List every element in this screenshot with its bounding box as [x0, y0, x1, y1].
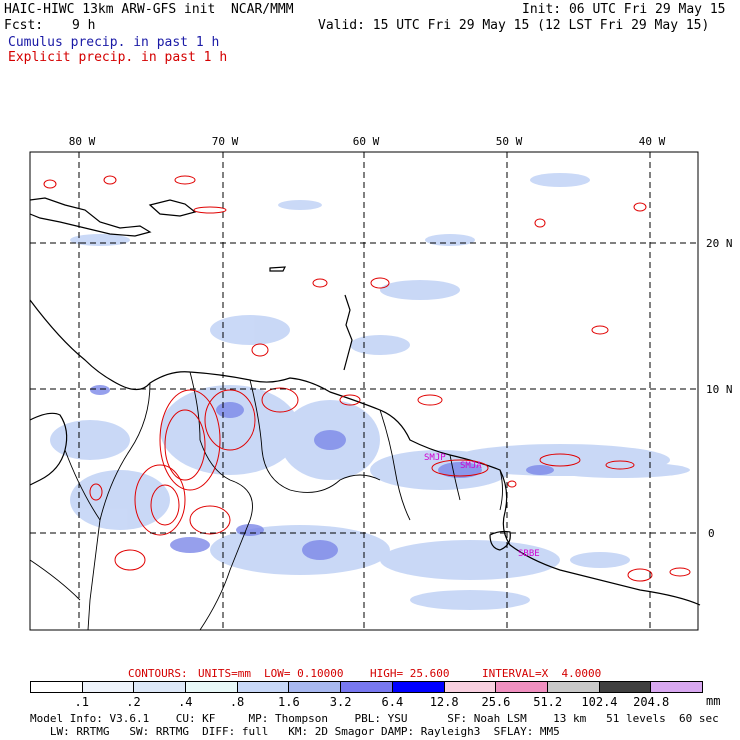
- valid-time: Valid: 15 UTC Fri 29 May 15 (12 LST Fri …: [318, 18, 710, 33]
- colorbar-label: 6.4: [381, 695, 404, 709]
- forecast-value: 9 h: [72, 18, 96, 33]
- graticule: [30, 152, 698, 630]
- longitude-labels: 80 W 70 W 60 W 50 W 40 W: [69, 135, 666, 148]
- lon-label: 60 W: [353, 135, 380, 148]
- colorbar-label: 3.2: [329, 695, 352, 709]
- colorbar-label: .2: [126, 695, 141, 709]
- colorbar-label: 12.8: [429, 695, 459, 709]
- contour-low: LOW= 0.10000: [264, 667, 344, 680]
- colorbar: [30, 681, 703, 693]
- colorbar-swatch: [547, 682, 600, 692]
- colorbar-swatch: [186, 682, 238, 692]
- colorbar-swatch: [392, 682, 445, 692]
- forecast-label: Fcst:: [4, 18, 44, 33]
- lon-label: 80 W: [69, 135, 96, 148]
- colorbar-label: 102.4: [581, 695, 618, 709]
- colorbar-swatch: [444, 682, 497, 692]
- colorbar-swatch: [496, 682, 548, 692]
- cumulus-precip-areas: [50, 173, 690, 610]
- colorbar-label: .4: [178, 695, 193, 709]
- lat-label: 10 N: [706, 383, 733, 396]
- lon-label: 40 W: [639, 135, 666, 148]
- explicit-precip-contours: [43, 175, 691, 582]
- cumulus-legend: Cumulus precip. in past 1 h: [8, 35, 220, 50]
- colorbar-label: .1: [74, 695, 89, 709]
- contour-interval: INTERVAL=X 4.0000: [482, 667, 602, 680]
- colorbar-label: 1.6: [278, 695, 300, 709]
- colorbar-unit: mm: [706, 694, 721, 708]
- colorbar-swatch: [599, 682, 652, 692]
- colorbar-swatch: [134, 682, 187, 692]
- lon-label: 70 W: [212, 135, 239, 148]
- lon-label: 50 W: [496, 135, 523, 148]
- contour-units: UNITS=mm: [198, 667, 251, 680]
- colorbar-swatch: [289, 682, 342, 692]
- station-labels: SMJP SMJA SBBE: [424, 453, 540, 559]
- colorbar-label: 25.6: [481, 695, 511, 709]
- latitude-labels: 20 N 10 N 0: [706, 237, 733, 540]
- colorbar-label: .8: [229, 695, 245, 709]
- colorbar-swatch: [341, 682, 393, 692]
- colorbar-label: 51.2: [533, 695, 563, 709]
- station-smja: SMJA: [460, 461, 482, 471]
- lat-label: 20 N: [706, 237, 733, 250]
- model-physics: LW: RRTMG SW: RRTMG DIFF: full KM: 2D Sm…: [30, 725, 560, 738]
- colorbar-labels: .1 .2 .4 .8 1.6 3.2 6.4 12.8 25.6 51.2 102.4 204.8: [30, 695, 703, 709]
- colorbar-swatch: [31, 682, 83, 692]
- colorbar-swatch: [82, 682, 135, 692]
- station-smjp: SMJP: [424, 453, 446, 463]
- init-time: Init: 06 UTC Fri 29 May 15: [522, 2, 726, 17]
- contour-high: HIGH= 25.600: [370, 667, 450, 680]
- contour-label: CONTOURS:: [128, 667, 188, 680]
- model-title: HAIC-HIWC 13km ARW-GFS init NCAR/MMM: [4, 2, 294, 17]
- colorbar-swatch: [651, 682, 702, 692]
- model-info: Model Info: V3.6.1 CU: KF MP: Thompson P…: [30, 712, 719, 725]
- station-sbbe: SBBE: [518, 549, 540, 559]
- lat-label: 0: [708, 527, 715, 540]
- colorbar-swatch: [237, 682, 290, 692]
- colorbar-label: 204.8: [633, 695, 670, 709]
- country-borders: [29, 371, 503, 631]
- explicit-legend: Explicit precip. in past 1 h: [8, 50, 228, 65]
